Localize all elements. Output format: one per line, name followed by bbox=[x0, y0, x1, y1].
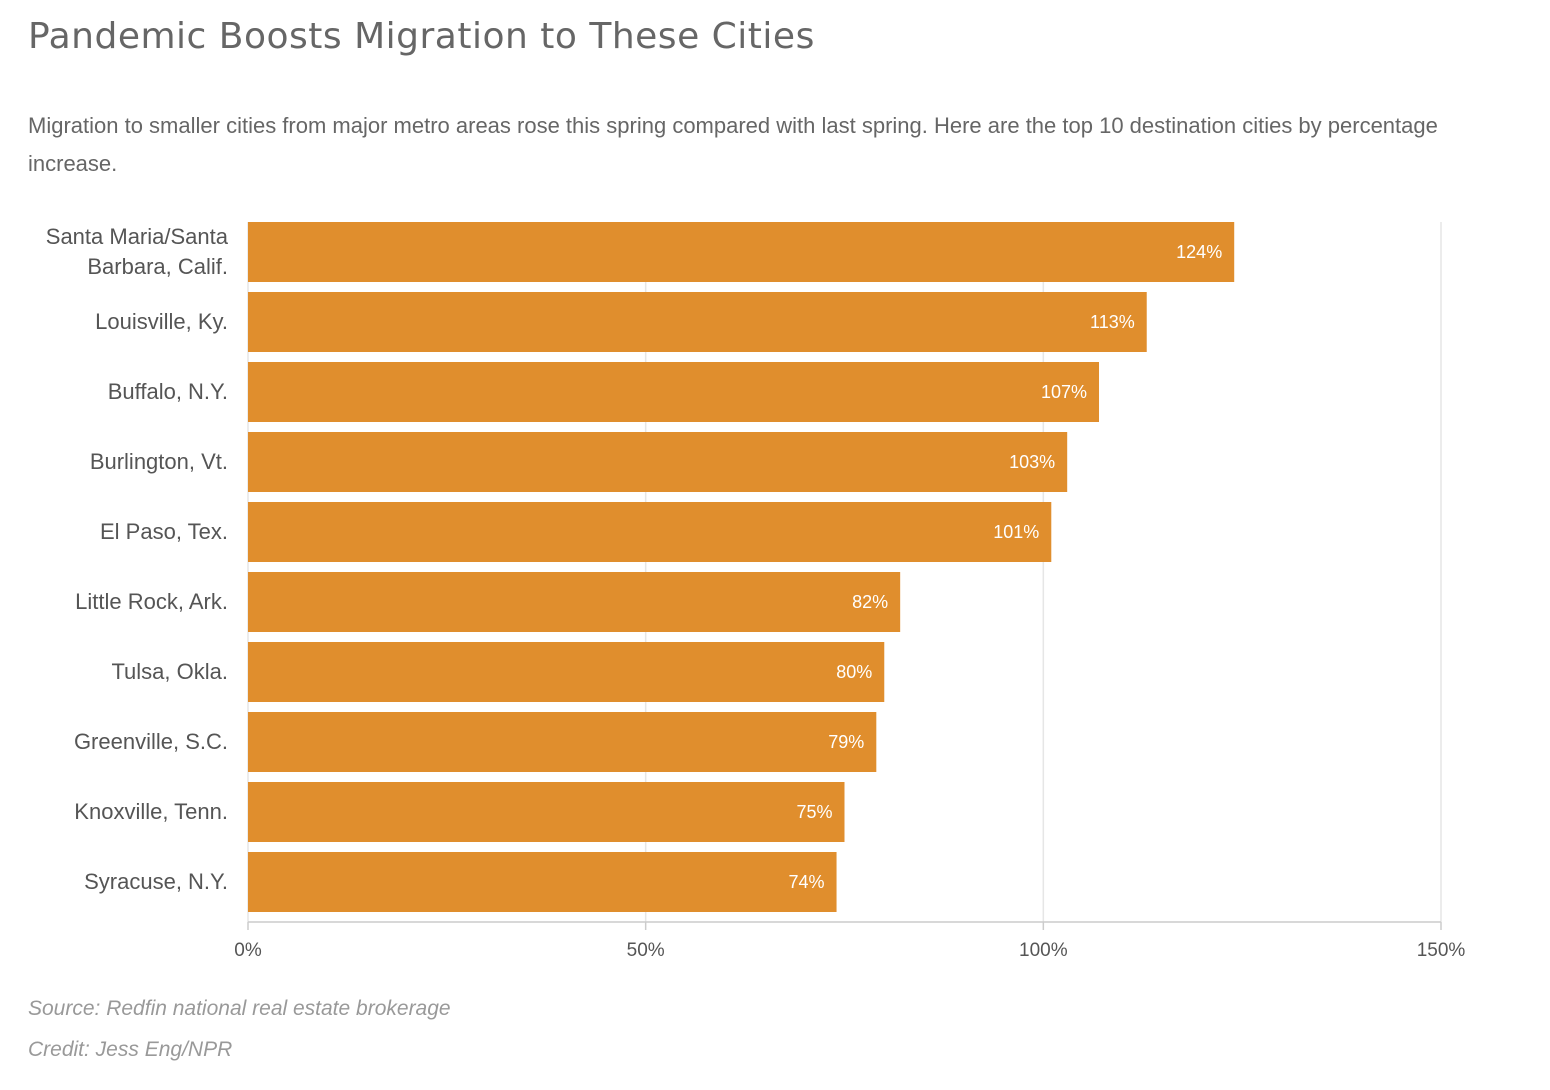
category-labels: Santa Maria/Santa Barbara, Calif. Louisvil… bbox=[46, 224, 229, 894]
chart-title: Pandemic Boosts Migration to These Citie… bbox=[28, 16, 815, 57]
category-label: Greenville, S.C. bbox=[74, 729, 228, 754]
category-label: Burlington, Vt. bbox=[90, 449, 228, 474]
bar bbox=[248, 502, 1052, 562]
data-label: 107% bbox=[1041, 382, 1087, 402]
category-label: Syracuse, N.Y. bbox=[84, 869, 228, 894]
data-label: 82% bbox=[852, 592, 888, 612]
category-label: Buffalo, N.Y. bbox=[108, 379, 228, 404]
data-label: 103% bbox=[1009, 452, 1055, 472]
bar bbox=[248, 642, 885, 702]
bar bbox=[248, 362, 1100, 422]
bar bbox=[248, 782, 845, 842]
category-label: Tulsa, Okla. bbox=[111, 659, 228, 684]
chart-subtitle: Migration to smaller cities from major m… bbox=[28, 113, 1438, 176]
bar bbox=[248, 712, 877, 772]
category-label: Knoxville, Tenn. bbox=[74, 799, 228, 824]
x-tick-label: 50% bbox=[627, 940, 665, 961]
data-label: 113% bbox=[1090, 312, 1135, 332]
data-label: 124% bbox=[1176, 242, 1222, 262]
credit-note: Credit: Jess Eng/NPR bbox=[28, 1038, 233, 1061]
x-tick-label: 150% bbox=[1417, 940, 1466, 961]
x-axis: 0% 50% 100% 150% bbox=[234, 921, 1466, 961]
category-label: Louisville, Ky. bbox=[95, 309, 228, 334]
data-label: 80% bbox=[836, 662, 872, 682]
bars: 124% 113% 107% 103% 101% 82% 80% 79% 75% 74% bbox=[248, 222, 1235, 912]
data-label: 101% bbox=[993, 522, 1039, 542]
bar-chart: 124% 113% 107% 103% 101% 82% 80% 79% 75% 74% Sant… bbox=[46, 222, 1466, 961]
data-label: 75% bbox=[796, 802, 832, 822]
bar bbox=[248, 222, 1235, 282]
bar bbox=[248, 852, 837, 912]
data-label: 79% bbox=[828, 732, 864, 752]
bar bbox=[248, 432, 1068, 492]
bar bbox=[248, 572, 901, 632]
bar bbox=[248, 292, 1147, 352]
category-label: El Paso, Tex. bbox=[100, 519, 228, 544]
x-tick-label: 0% bbox=[234, 940, 262, 961]
source-note: Source: Redfin national real estate brok… bbox=[28, 997, 451, 1020]
data-label: 74% bbox=[789, 872, 825, 892]
x-tick-label: 100% bbox=[1019, 940, 1068, 961]
category-label: Santa Maria/Santa Barbara, Calif. bbox=[46, 224, 229, 279]
category-label: Little Rock, Ark. bbox=[75, 589, 228, 614]
